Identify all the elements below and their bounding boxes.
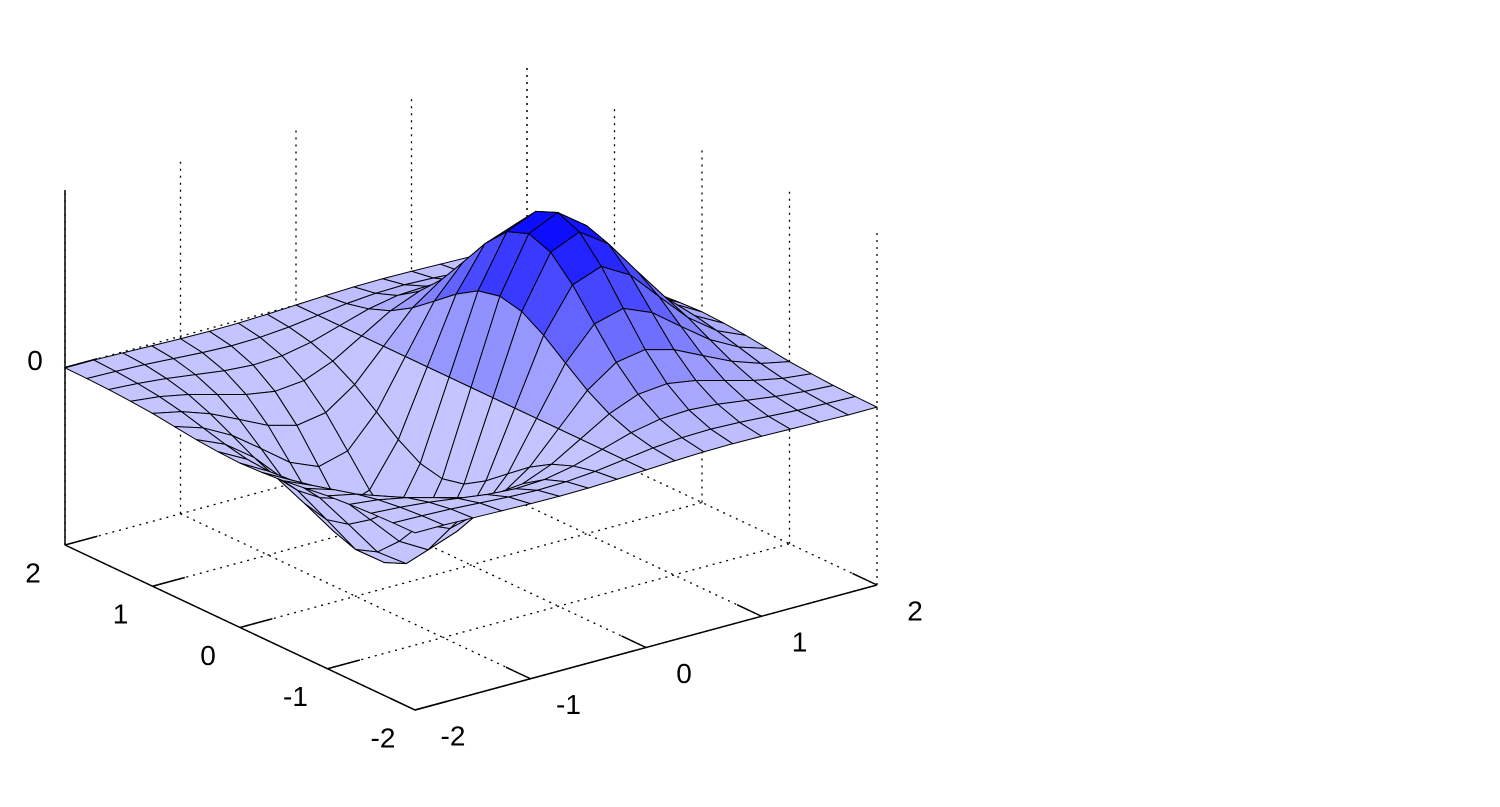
y-tick [239,618,273,629]
y-tick [152,576,186,587]
grid-line [239,501,703,629]
y-tick-label: -1 [283,681,308,712]
z-tick-label: 0 [27,345,43,376]
x-tick-label: -2 [441,720,466,751]
x-tick [852,572,878,586]
grid-line [180,513,531,680]
x-tick [390,697,416,711]
x-tick-label: 0 [676,658,692,689]
y-tick [64,535,98,546]
x-tick-label: 1 [792,627,808,658]
x-tick-label: -1 [556,689,581,720]
x-tick [621,635,647,649]
grid-line [327,543,790,670]
x-tick [736,604,762,617]
y-tick [327,659,361,670]
x-tick-label: 2 [907,595,923,626]
y-tick-label: -2 [371,722,396,753]
y-tick [414,700,448,711]
y-tick-label: 0 [200,640,216,671]
surface-face [391,515,446,534]
y-tick-label: 2 [25,557,41,588]
y-tick-label: 1 [113,599,129,630]
x-tick [505,666,531,680]
